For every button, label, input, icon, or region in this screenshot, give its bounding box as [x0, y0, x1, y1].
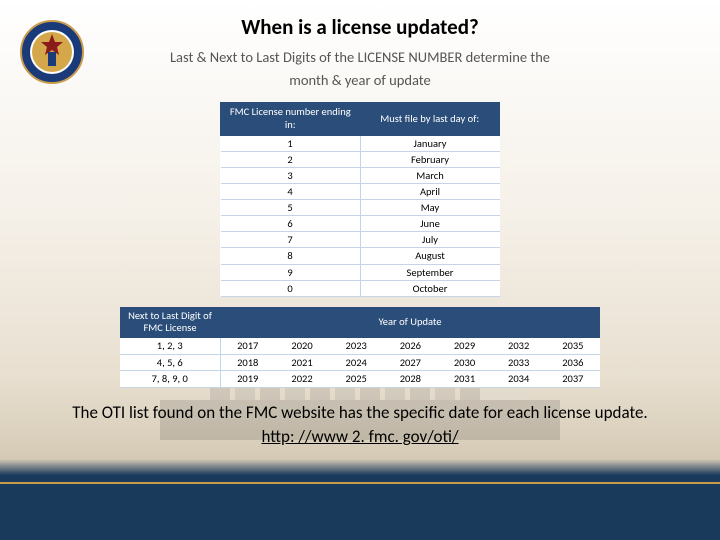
month-table: FMC License number ending in: Must file … — [220, 102, 500, 296]
year-cell: 2033 — [492, 354, 546, 371]
year-cell: 2026 — [383, 338, 437, 354]
table-row: 3March — [221, 167, 500, 183]
page-title: When is a license updated? — [30, 14, 690, 40]
month-cell: July — [360, 232, 500, 248]
year-cell: 2027 — [383, 354, 437, 371]
table-row: 5May — [221, 200, 500, 216]
table-row: 2February — [221, 151, 500, 167]
month-cell: September — [360, 264, 500, 280]
year-cell: 2032 — [492, 338, 546, 354]
digit-cell: 0 — [221, 280, 361, 296]
year-table-header-left: Next to Last Digit of FMC License — [120, 307, 220, 338]
month-cell: August — [360, 248, 500, 264]
year-cell: 2023 — [329, 338, 383, 354]
month-cell: January — [360, 135, 500, 151]
subtitle-line1: Last & Next to Last Digits of the LICENS… — [170, 48, 550, 66]
month-table-header-right: Must file by last day of: — [360, 103, 500, 135]
month-cell: May — [360, 200, 500, 216]
table-row: 4, 5, 62018202120242027203020332036 — [120, 354, 600, 371]
year-cell: 2031 — [437, 371, 491, 388]
year-cell: 2034 — [492, 371, 546, 388]
year-cell: 2019 — [220, 371, 275, 388]
table-row: 8August — [221, 248, 500, 264]
digit-cell: 9 — [221, 264, 361, 280]
year-cell: 2017 — [220, 338, 275, 354]
month-table-header-left: FMC License number ending in: — [221, 103, 361, 135]
digit-cell: 6 — [221, 216, 361, 232]
digit-cell: 8 — [221, 248, 361, 264]
month-cell: October — [360, 280, 500, 296]
year-cell: 2028 — [383, 371, 437, 388]
table-row: 9September — [221, 264, 500, 280]
table-row: 6June — [221, 216, 500, 232]
year-cell: 2022 — [275, 371, 329, 388]
year-cell: 2030 — [437, 354, 491, 371]
month-cell: February — [360, 151, 500, 167]
month-cell: March — [360, 167, 500, 183]
month-cell: June — [360, 216, 500, 232]
digit-group-cell: 4, 5, 6 — [120, 354, 220, 371]
subtitle-line2: month & year of update — [289, 71, 430, 89]
table-row: 7July — [221, 232, 500, 248]
year-cell: 2021 — [275, 354, 329, 371]
digit-cell: 3 — [221, 167, 361, 183]
table-row: 1, 2, 32017202020232026202920322035 — [120, 338, 600, 354]
month-cell: April — [360, 183, 500, 199]
footer-link[interactable]: http: //www 2. fmc. gov/oti/ — [30, 426, 690, 447]
digit-cell: 2 — [221, 151, 361, 167]
year-cell: 2024 — [329, 354, 383, 371]
digit-cell: 1 — [221, 135, 361, 151]
oti-link[interactable]: http: //www 2. fmc. gov/oti/ — [261, 426, 458, 447]
digit-group-cell: 7, 8, 9, 0 — [120, 371, 220, 388]
table-row: 0October — [221, 280, 500, 296]
year-cell: 2018 — [220, 354, 275, 371]
digit-cell: 7 — [221, 232, 361, 248]
digit-group-cell: 1, 2, 3 — [120, 338, 220, 354]
year-cell: 2025 — [329, 371, 383, 388]
digit-cell: 4 — [221, 183, 361, 199]
year-cell: 2035 — [546, 338, 600, 354]
bottom-bar — [0, 482, 720, 540]
table-row: 1January — [221, 135, 500, 151]
year-table: Next to Last Digit of FMC License Year o… — [120, 307, 600, 388]
year-cell: 2036 — [546, 354, 600, 371]
year-table-header-right: Year of Update — [220, 307, 600, 338]
subtitle: Last & Next to Last Digits of the LICENS… — [30, 46, 690, 92]
table-row: 7, 8, 9, 02019202220252028203120342037 — [120, 371, 600, 388]
year-cell: 2020 — [275, 338, 329, 354]
year-cell: 2029 — [437, 338, 491, 354]
table-row: 4April — [221, 183, 500, 199]
footer-text: The OTI list found on the FMC website ha… — [30, 402, 690, 424]
year-cell: 2037 — [546, 371, 600, 388]
digit-cell: 5 — [221, 200, 361, 216]
